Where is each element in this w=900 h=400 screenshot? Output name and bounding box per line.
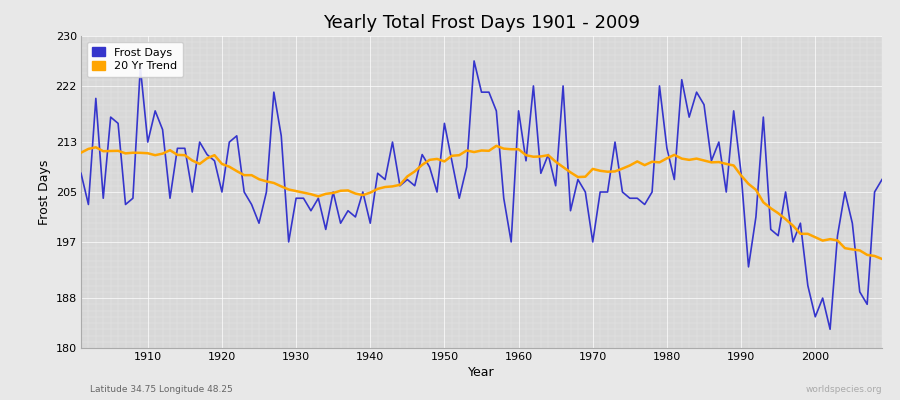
X-axis label: Year: Year bbox=[468, 366, 495, 379]
Legend: Frost Days, 20 Yr Trend: Frost Days, 20 Yr Trend bbox=[86, 42, 183, 77]
Title: Yearly Total Frost Days 1901 - 2009: Yearly Total Frost Days 1901 - 2009 bbox=[323, 14, 640, 32]
Y-axis label: Frost Days: Frost Days bbox=[39, 159, 51, 225]
Text: worldspecies.org: worldspecies.org bbox=[806, 385, 882, 394]
Text: Latitude 34.75 Longitude 48.25: Latitude 34.75 Longitude 48.25 bbox=[90, 385, 233, 394]
